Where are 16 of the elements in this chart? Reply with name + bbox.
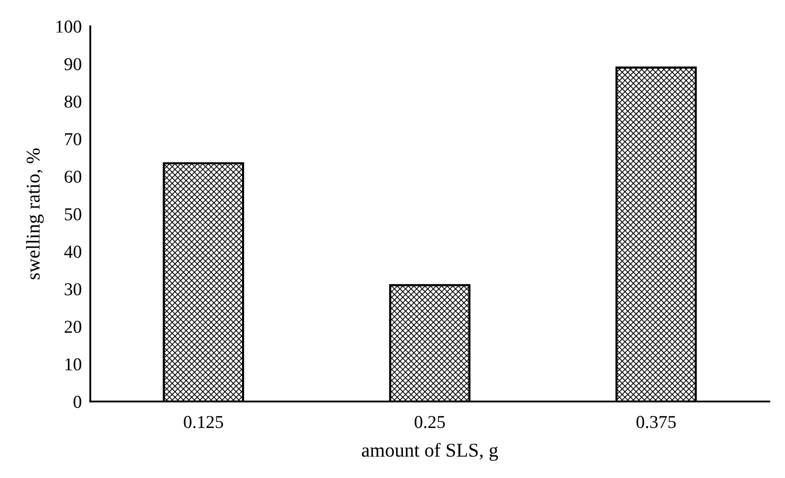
x-tick-label: 0.125 (184, 416, 224, 428)
y-tick-label: 10 (65, 358, 82, 370)
y-tick-label: 20 (64, 320, 82, 333)
y-tick-label: 0 (74, 396, 82, 408)
y-axis-title: swelling ratio, % (26, 148, 44, 280)
y-tick-label: 60 (64, 170, 82, 183)
y-tick-label: 80 (64, 96, 82, 108)
y-tick-label: 90 (64, 58, 82, 70)
x-tick-label: 0.375 (636, 416, 676, 428)
y-tick-label: 40 (64, 246, 82, 258)
y-tick-label: 50 (64, 208, 82, 220)
x-tick-label: 0.25 (414, 416, 445, 428)
x-axis-title: amount of SLS, g (362, 442, 498, 461)
y-tick-label: 70 (65, 133, 82, 146)
y-tick-label: 30 (64, 283, 82, 296)
y-tick-label: 100 (56, 20, 82, 33)
